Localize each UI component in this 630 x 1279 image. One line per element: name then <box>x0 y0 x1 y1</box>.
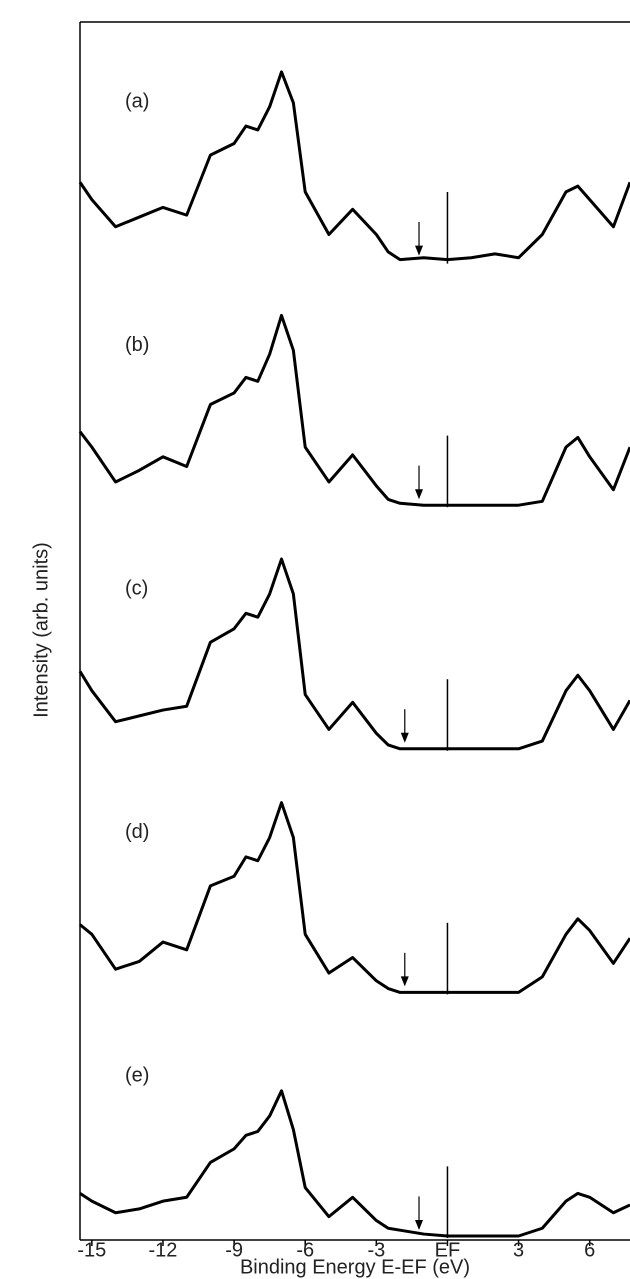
panel-label: (e) <box>125 1065 149 1087</box>
x-tick-label: 3 <box>513 1239 524 1261</box>
spectrum-curve <box>80 72 630 260</box>
y-axis-label: Intensity (arb. units) <box>30 542 52 718</box>
panel-label: (a) <box>125 90 149 112</box>
panel-label: (c) <box>125 577 148 599</box>
arrow-head <box>415 246 423 256</box>
spectrum-curve <box>80 315 630 505</box>
panel-label: (d) <box>125 821 149 843</box>
figure: (a) (b) (c) Intensity (arb. units) (d) (e) -15… <box>0 0 630 1279</box>
x-tick-label: -15 <box>77 1239 106 1261</box>
panel-label: (b) <box>125 334 149 356</box>
arrow-head <box>415 1220 423 1230</box>
arrow-head <box>415 489 423 499</box>
x-tick-label: -12 <box>149 1239 178 1261</box>
arrow-head <box>401 976 409 986</box>
x-tick-label: 6 <box>584 1239 595 1261</box>
spectrum-curve <box>80 1091 630 1236</box>
arrow-head <box>401 733 409 743</box>
spectrum-curve <box>80 803 630 993</box>
x-axis-label: Binding Energy E-EF (eV) <box>240 1256 470 1278</box>
spectrum-curve <box>80 559 630 749</box>
